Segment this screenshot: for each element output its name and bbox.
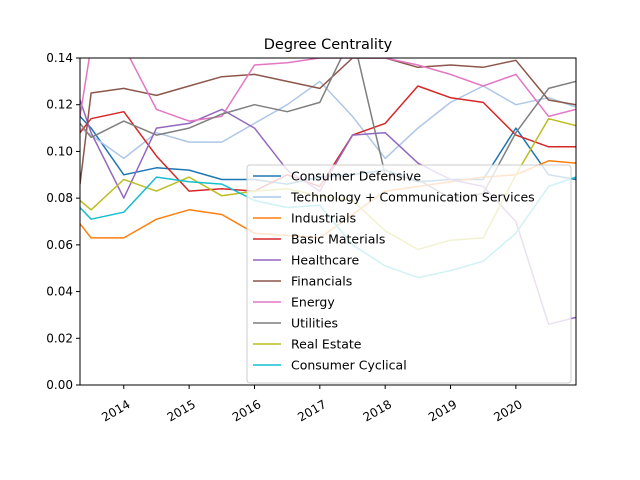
legend-label-4: Healthcare	[291, 253, 359, 268]
y-tick-label-2: 0.04	[46, 285, 73, 299]
x-axis: 2014 2015 2016 2017 2018 2019 2020	[99, 385, 525, 424]
x-tick-label-6: 2020	[491, 397, 524, 424]
legend-label-3: Basic Materials	[291, 232, 385, 247]
plot-frame	[79, 57, 577, 386]
chart-title: Degree Centrality	[264, 37, 393, 53]
legend-label-8: Real Estate	[291, 337, 362, 352]
x-tick-label-2: 2016	[230, 397, 263, 424]
y-axis: 0.00 0.02 0.04 0.06 0.08 0.10 0.12 0.14	[46, 51, 80, 392]
legend-label-5: Financials	[291, 274, 352, 289]
x-tick-label-0: 2014	[99, 397, 132, 424]
y-tick-label-5: 0.10	[46, 144, 73, 158]
legend-label-1: Technology + Communication Services	[290, 190, 535, 205]
y-tick-label-6: 0.12	[46, 98, 73, 112]
series-line-5	[80, 58, 576, 185]
legend: Consumer Defensive Technology + Communica…	[246, 164, 572, 384]
y-tick-label-3: 0.06	[46, 238, 73, 252]
series-line-6	[80, 58, 576, 122]
x-tick-label-4: 2018	[361, 397, 394, 424]
legend-box	[246, 164, 572, 384]
y-tick-label-0: 0.00	[46, 378, 73, 392]
legend-label-6: Energy	[291, 295, 335, 310]
x-tick-label-3: 2017	[295, 397, 328, 424]
x-tick-label-1: 2015	[165, 397, 198, 424]
legend-label-0: Consumer Defensive	[291, 169, 421, 184]
y-tick-label-1: 0.02	[46, 331, 73, 345]
legend-label-9: Consumer Cyclical	[291, 358, 407, 373]
x-tick-label-5: 2019	[426, 397, 459, 424]
y-tick-label-4: 0.08	[46, 191, 73, 205]
y-tick-label-7: 0.14	[46, 51, 73, 65]
legend-label-7: Utilities	[291, 316, 338, 331]
legend-label-2: Industrials	[291, 211, 356, 226]
